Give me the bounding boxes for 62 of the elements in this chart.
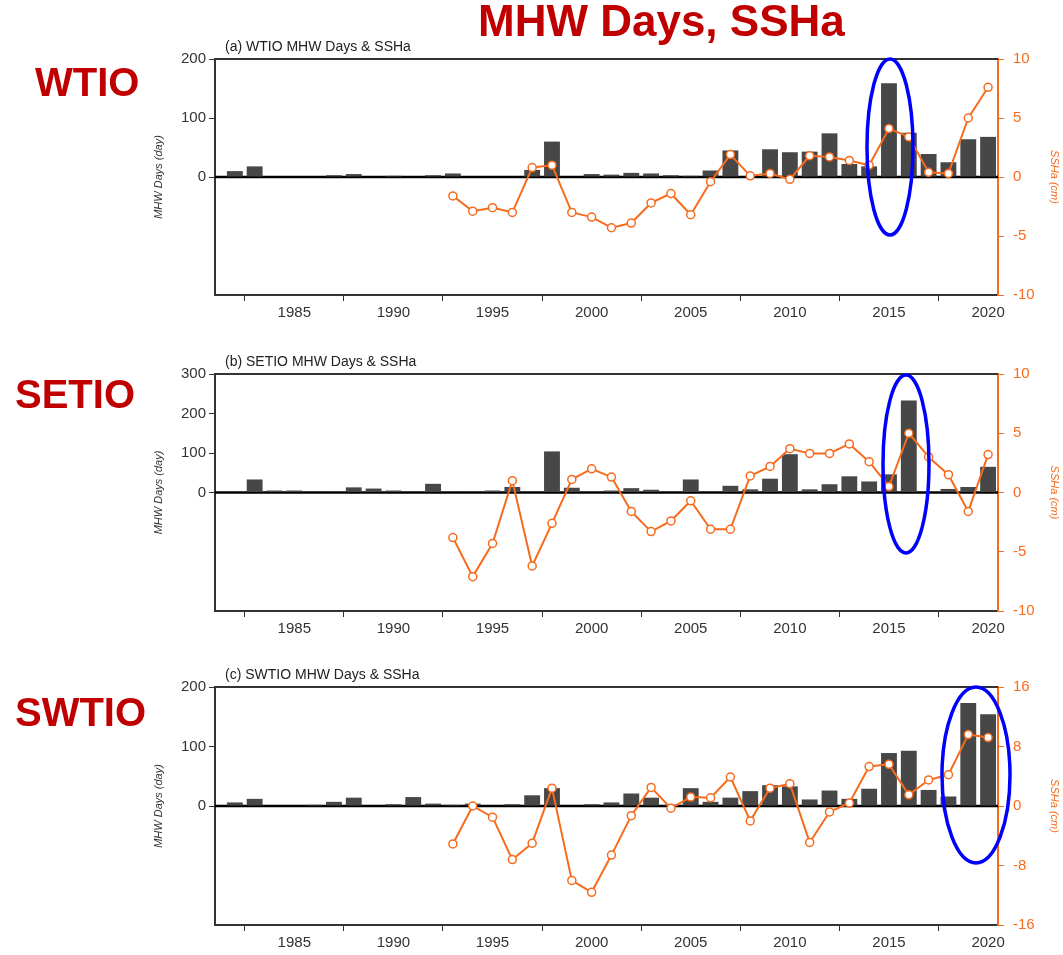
x-tick-label: 2020 — [971, 619, 1005, 637]
chart-title: (c) SWTIO MHW Days & SSHa — [225, 665, 420, 682]
y-tick-label: 200 — [180, 677, 206, 695]
text: SWTIO — [15, 690, 147, 735]
y-tick-label: 300 — [180, 364, 206, 382]
y2-tick-label: -10 — [1013, 285, 1035, 303]
chart-title: (a) WTIO MHW Days & SSHa — [225, 37, 412, 54]
y2-tick-label: -5 — [1013, 541, 1027, 559]
x-tick-label: 1990 — [376, 303, 411, 321]
y-tick-label: 0 — [197, 796, 206, 814]
x-tick-label: 2010 — [773, 933, 807, 951]
x-tick-label: 1995 — [475, 619, 510, 637]
y-axis-title: MHW Days (day) — [151, 450, 164, 535]
y-tick-label: 200 — [180, 403, 206, 421]
chart-title: (b) SETIO MHW Days & SSHa — [225, 352, 417, 369]
y2-axis-title: SSHa (cm) — [1049, 150, 1062, 205]
x-tick-label: 1990 — [376, 619, 411, 637]
y2-tick-label: 0 — [1013, 796, 1022, 814]
x-tick-label: 2000 — [574, 303, 609, 321]
y-axis-title: MHW Days (day) — [151, 134, 164, 219]
x-tick-label: 2010 — [773, 303, 807, 321]
y-tick-label: 0 — [197, 167, 206, 185]
y-tick-label: 100 — [180, 108, 206, 126]
x-tick-label: 2020 — [971, 303, 1005, 321]
x-tick-label: 1985 — [277, 303, 311, 321]
text: SETIO — [15, 372, 136, 417]
y2-tick-label: 5 — [1013, 108, 1022, 126]
x-tick-label: 2010 — [773, 619, 807, 637]
y2-tick-label: -5 — [1013, 226, 1027, 244]
y2-tick-label: 0 — [1013, 167, 1022, 185]
y2-tick-label: 16 — [1013, 677, 1030, 695]
y2-tick-label: 8 — [1013, 736, 1022, 754]
y2-tick-label: -8 — [1013, 855, 1027, 873]
y2-tick-label: 10 — [1013, 364, 1030, 382]
x-tick-label: 2020 — [971, 933, 1005, 951]
y2-axis-title: SSHa (cm) — [1049, 465, 1062, 520]
y2-tick-label: 0 — [1013, 482, 1022, 500]
y2-tick-label: -16 — [1013, 915, 1035, 933]
y2-tick-label: -10 — [1013, 601, 1035, 619]
x-tick-label: 2015 — [872, 619, 906, 637]
text: WTIO — [35, 60, 140, 105]
x-tick-label: 1985 — [277, 933, 311, 951]
x-tick-label: 2015 — [872, 933, 906, 951]
x-tick-label: 2005 — [674, 619, 708, 637]
x-tick-label: 1990 — [376, 933, 411, 951]
text: MHW Days, SSHa — [478, 0, 845, 46]
y-tick-label: 100 — [180, 443, 206, 461]
x-tick-label: 2000 — [574, 619, 609, 637]
y2-tick-label: 10 — [1013, 49, 1030, 67]
x-tick-label: 2005 — [674, 933, 708, 951]
x-tick-label: 2000 — [574, 933, 609, 951]
y-tick-label: 200 — [180, 49, 206, 67]
y-tick-label: 0 — [197, 482, 206, 500]
x-tick-label: 2005 — [674, 303, 708, 321]
y2-axis-title: SSHa (cm) — [1049, 779, 1062, 834]
x-tick-label: 1995 — [475, 303, 510, 321]
y-tick-label: 100 — [180, 736, 206, 754]
x-tick-label: 1985 — [277, 619, 311, 637]
x-tick-label: 1995 — [475, 933, 510, 951]
x-tick-label: 2015 — [872, 303, 906, 321]
y-axis-title: MHW Days (day) — [151, 763, 164, 848]
y2-tick-label: 5 — [1013, 423, 1022, 441]
